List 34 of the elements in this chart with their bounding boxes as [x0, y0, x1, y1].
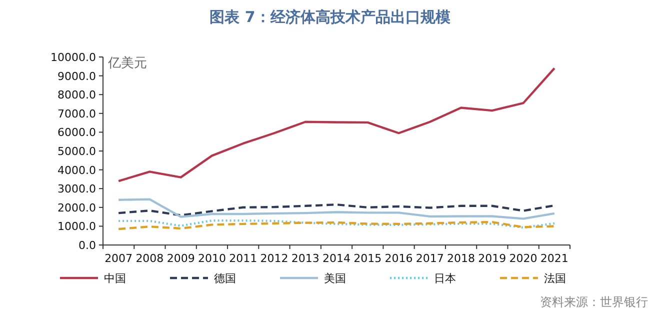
x-tick-label: 2020 [509, 252, 538, 265]
chart-title: 图表 7：经济体高技术产品出口规模 [210, 8, 452, 26]
x-tick-label: 2010 [198, 252, 226, 265]
y-tick-label: 1000.0 [58, 220, 96, 234]
x-tick-label: 2009 [166, 252, 195, 265]
legend-label: 美国 [324, 272, 346, 285]
y-tick-label: 0.0 [78, 239, 96, 252]
x-tick-label: 2017 [416, 252, 444, 265]
x-tick-label: 2015 [354, 252, 382, 265]
x-tick-label: 2016 [384, 252, 413, 265]
x-tick-label: 2014 [322, 252, 350, 265]
y-tick-label: 10000.0 [50, 51, 96, 64]
legend-label: 日本 [434, 272, 456, 285]
y-tick-label: 6000.0 [58, 126, 96, 140]
x-tick-label: 2021 [540, 252, 568, 265]
y-axis-title: 亿美元 [107, 55, 147, 71]
x-tick-label: 2008 [136, 252, 164, 265]
x-tick-label: 2018 [447, 252, 476, 265]
x-tick-label: 2012 [260, 252, 288, 265]
y-tick-label: 7000.0 [58, 107, 96, 120]
legend-label: 德国 [214, 272, 236, 285]
y-tick-label: 9000.0 [58, 70, 96, 83]
y-tick-label: 3000.0 [58, 182, 96, 196]
x-tick-label: 2019 [478, 252, 506, 265]
y-tick-label: 2000.0 [58, 201, 96, 214]
y-tick-label: 8000.0 [58, 88, 96, 102]
legend-label: 中国 [104, 272, 126, 285]
text: 资料来源：世界银行 [540, 295, 648, 309]
x-tick-label: 2007 [104, 252, 133, 265]
y-tick-label: 5000.0 [58, 145, 96, 158]
y-tick-label: 4000.0 [58, 164, 96, 177]
legend-label: 法国 [544, 272, 566, 285]
x-tick-label: 2013 [291, 252, 320, 265]
x-tick-label: 2011 [229, 252, 258, 265]
